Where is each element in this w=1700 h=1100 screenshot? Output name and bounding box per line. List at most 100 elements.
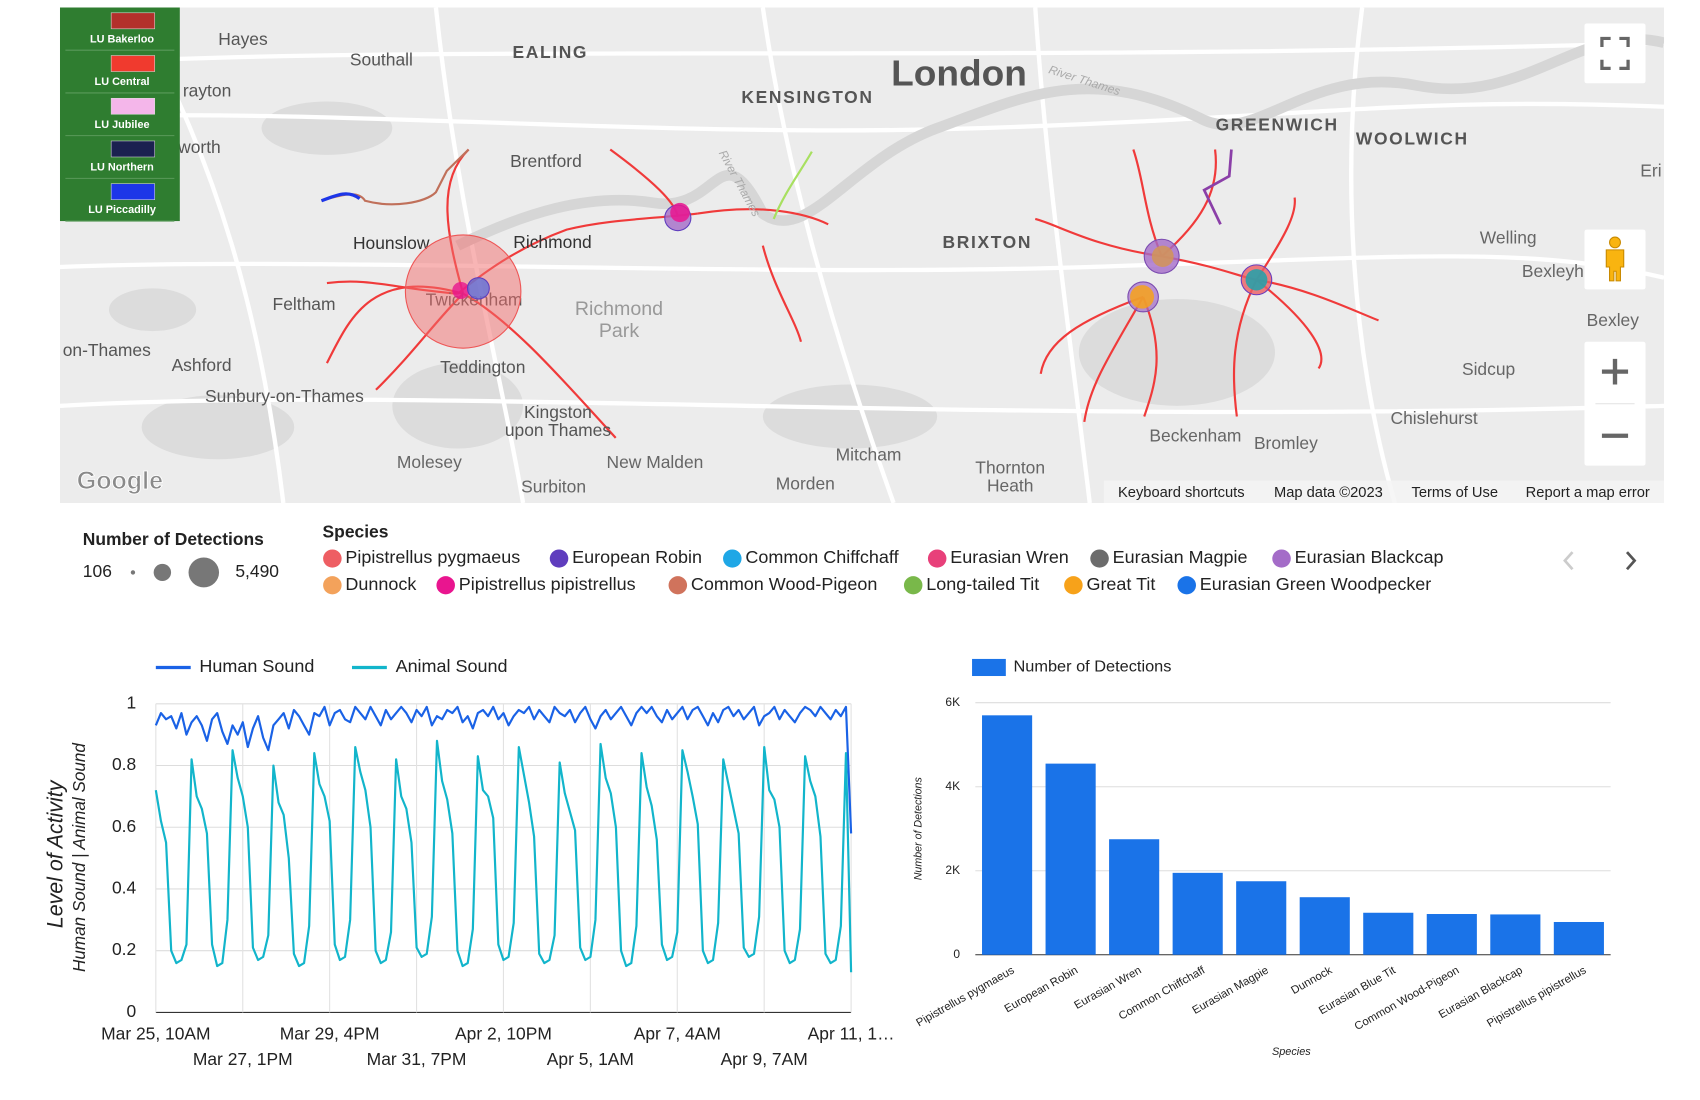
zoom-in[interactable] — [1601, 358, 1629, 385]
x-tick-label: Apr 2, 10PM — [455, 1024, 552, 1044]
map-label: Mitcham — [836, 445, 902, 465]
map-label: Heath — [987, 476, 1033, 496]
species-swatch — [1064, 576, 1083, 595]
species-name: Common Chiffchaff — [745, 547, 898, 567]
layer-swatch — [110, 55, 156, 72]
route-line — [1083, 296, 1145, 422]
route-line — [320, 192, 361, 203]
bubble[interactable] — [670, 202, 690, 223]
y-tick-label: 4K — [945, 779, 960, 793]
map-label: Hayes — [218, 29, 267, 49]
species-name: European Robin — [572, 547, 702, 567]
species-swatch — [323, 549, 342, 568]
x-tick-label: Apr 9, 7AM — [721, 1049, 808, 1069]
map-decor — [59, 7, 1665, 504]
map-label: Sidcup — [1462, 359, 1515, 379]
map-road — [59, 40, 1665, 67]
layer-name: LU Piccadilly — [88, 204, 156, 216]
map-label: Southall — [350, 50, 413, 70]
line-series — [154, 739, 853, 973]
map-label: London — [891, 53, 1027, 94]
species-name: Eurasian Magpie — [1113, 547, 1248, 567]
map-label: Teddington — [440, 357, 525, 377]
x-tick-label: Dunnock — [1289, 964, 1334, 997]
y-tick-label: 0 — [953, 947, 960, 961]
x-tick-label: Mar 29, 4PM — [280, 1024, 380, 1044]
layer-name: LU Central — [95, 76, 150, 88]
x-axis-title: Species — [1272, 1046, 1311, 1058]
size-legend-dot — [188, 557, 220, 588]
y-axis-title: Number of Detections — [912, 777, 924, 881]
y-tick-label: 6K — [945, 695, 960, 709]
bubble[interactable] — [1245, 269, 1268, 291]
map-attribution: Google — [77, 468, 163, 495]
map-label: Eri — [1640, 161, 1661, 181]
map-road — [1033, 7, 1092, 504]
species-swatch — [1090, 549, 1109, 568]
bubble[interactable] — [1151, 245, 1174, 267]
species-swatch — [1272, 549, 1291, 568]
map-label: Chislehurst — [1391, 408, 1478, 428]
map-label: Surbiton — [521, 477, 586, 497]
layer-swatch — [110, 140, 156, 158]
species-name: Long-tailed Tit — [926, 574, 1039, 594]
map-label: Bexleyh — [1522, 261, 1584, 281]
fullscreen-button[interactable] — [1584, 23, 1646, 84]
size-legend-max: 5,490 — [235, 561, 279, 581]
map-road — [760, 7, 896, 504]
route-line — [1202, 149, 1233, 225]
legend-swatch — [972, 658, 1006, 677]
map-label: Molesey — [397, 452, 462, 472]
map-label: Sunbury-on-Thames — [205, 386, 364, 406]
y-tick-label: 0 — [127, 1001, 137, 1021]
bar — [1236, 881, 1287, 955]
map-label: KENSINGTON — [741, 87, 873, 107]
bar — [1045, 763, 1096, 955]
fullscreen-icon — [1600, 36, 1630, 70]
button-bg[interactable] — [1584, 23, 1646, 84]
species-legend-title: Species — [323, 522, 389, 542]
species-name: Common Wood-Pigeon — [691, 574, 878, 594]
legend-label: Number of Detections — [1013, 658, 1171, 676]
map-label: Kingston — [524, 402, 592, 422]
map-area — [108, 288, 197, 332]
bar — [1363, 912, 1414, 955]
bubble[interactable] — [466, 277, 490, 300]
map-label: rayton — [183, 81, 231, 101]
map-footer-link: Terms of Use — [1412, 485, 1499, 501]
x-tick-label: Mar 31, 7PM — [367, 1049, 467, 1069]
species-swatch — [1177, 576, 1196, 595]
x-tick-label: Apr 5, 1AM — [547, 1049, 634, 1069]
map-label: Welling — [1480, 228, 1537, 248]
y-axis-subtitle: Human Sound | Animal Sound — [69, 742, 89, 972]
bar — [1172, 872, 1223, 955]
map-label: Richmond — [513, 232, 591, 252]
map-label: WOOLWICH — [1356, 129, 1469, 149]
species-name: Dunnock — [345, 574, 416, 594]
route-line — [1039, 295, 1144, 374]
street-view-button[interactable] — [1584, 229, 1646, 290]
map-label: GREENWICH — [1216, 115, 1339, 135]
bubble[interactable] — [1130, 285, 1155, 309]
map-road — [59, 397, 1665, 415]
x-tick-label: Apr 11, 1… — [808, 1024, 895, 1044]
bubble[interactable] — [452, 281, 470, 300]
y-tick-label: 0.8 — [112, 754, 136, 774]
bar — [1553, 921, 1604, 955]
map-label: Morden — [776, 474, 835, 494]
charts: 0 0.2 0.4 0.6 0.8 1 Mar 25, 10AM Mar 27, 1PM Mar… — [42, 656, 1611, 1069]
legend-prev[interactable] — [1563, 551, 1574, 571]
map-area — [762, 384, 938, 449]
map-footer-link: Map data ©2023 — [1274, 485, 1383, 501]
legend-next[interactable] — [1625, 551, 1637, 571]
y-tick-label: 0.2 — [112, 939, 136, 959]
map-road — [1349, 7, 1397, 504]
map-footer-link: Report a map error — [1526, 485, 1650, 501]
layer-legend: LU Bakerloo LU Central LU Jubilee LU Northe… — [59, 7, 180, 222]
layer-swatch — [110, 12, 156, 30]
y-axis-title: Level of Activity — [42, 779, 67, 928]
map-label: Richmond — [575, 298, 663, 320]
zoom-controls[interactable] — [1584, 341, 1646, 466]
species-name: Pipistrellus pygmaeus — [345, 547, 520, 567]
